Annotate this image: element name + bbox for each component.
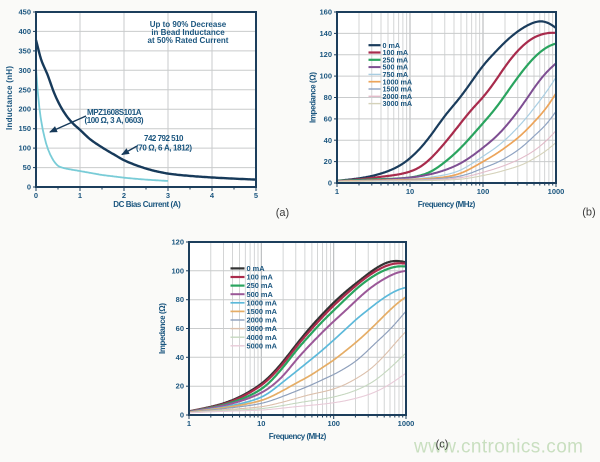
- svg-text:100 mA: 100 mA: [247, 273, 274, 282]
- svg-text:0: 0: [27, 183, 31, 192]
- svg-text:742 792 510: 742 792 510: [144, 134, 184, 143]
- svg-text:2000 mA: 2000 mA: [247, 316, 278, 325]
- svg-text:450: 450: [18, 8, 31, 17]
- svg-text:140: 140: [319, 29, 332, 38]
- svg-text:4000 mA: 4000 mA: [247, 333, 278, 342]
- svg-text:100: 100: [327, 419, 340, 428]
- svg-text:500 mA: 500 mA: [383, 63, 409, 72]
- svg-text:0: 0: [328, 179, 332, 188]
- svg-text:1000: 1000: [548, 187, 565, 196]
- svg-text:Up to 90% Decrease: Up to 90% Decrease: [150, 20, 227, 29]
- svg-text:2000 mA: 2000 mA: [383, 92, 413, 101]
- svg-text:60: 60: [176, 324, 184, 333]
- svg-text:1500 mA: 1500 mA: [247, 307, 278, 316]
- svg-text:1000 mA: 1000 mA: [383, 77, 413, 86]
- svg-text:1500 mA: 1500 mA: [383, 85, 413, 94]
- svg-text:50: 50: [23, 163, 31, 172]
- svg-text:40: 40: [176, 353, 184, 362]
- svg-text:0 mA: 0 mA: [383, 41, 401, 50]
- svg-text:1: 1: [78, 191, 82, 200]
- svg-text:500 mA: 500 mA: [247, 290, 274, 299]
- svg-text:Frequency (MHz): Frequency (MHz): [418, 200, 476, 209]
- svg-text:www.cntronics.com: www.cntronics.com: [413, 437, 583, 458]
- svg-text:Inductance (nH): Inductance (nH): [5, 66, 14, 130]
- svg-text:80: 80: [176, 295, 184, 304]
- svg-text:Impedance (Ω): Impedance (Ω): [309, 72, 318, 123]
- svg-text:80: 80: [324, 93, 332, 102]
- svg-text:(70 Ω, 6 A, 1812): (70 Ω, 6 A, 1812): [136, 144, 192, 153]
- svg-text:0: 0: [34, 191, 38, 200]
- svg-text:3000 mA: 3000 mA: [383, 99, 413, 108]
- svg-text:400: 400: [18, 27, 31, 36]
- svg-text:(100 Ω, 3 A, 0603): (100 Ω, 3 A, 0603): [85, 116, 144, 125]
- svg-text:(b): (b): [582, 207, 595, 219]
- svg-text:250 mA: 250 mA: [383, 55, 409, 64]
- svg-text:10: 10: [257, 419, 265, 428]
- svg-text:5000 mA: 5000 mA: [247, 341, 278, 350]
- svg-text:100: 100: [477, 187, 490, 196]
- svg-text:(a): (a): [276, 207, 289, 219]
- svg-text:100: 100: [319, 72, 332, 81]
- svg-text:40: 40: [324, 136, 332, 145]
- svg-text:250 mA: 250 mA: [247, 281, 274, 290]
- svg-text:250: 250: [18, 85, 31, 94]
- svg-text:20: 20: [324, 157, 332, 166]
- svg-text:300: 300: [18, 66, 31, 75]
- svg-text:at 50% Rated Current: at 50% Rated Current: [148, 36, 229, 45]
- svg-text:1000 mA: 1000 mA: [247, 298, 278, 307]
- svg-text:100: 100: [171, 266, 184, 275]
- svg-text:1: 1: [335, 187, 339, 196]
- svg-text:60: 60: [324, 114, 332, 123]
- svg-text:3000 mA: 3000 mA: [247, 324, 278, 333]
- svg-text:100: 100: [18, 144, 31, 153]
- svg-text:4: 4: [210, 191, 215, 200]
- svg-text:10: 10: [406, 187, 414, 196]
- svg-text:350: 350: [18, 46, 31, 55]
- svg-text:1000: 1000: [398, 419, 415, 428]
- svg-text:2: 2: [122, 191, 126, 200]
- svg-text:150: 150: [18, 124, 31, 133]
- svg-text:(c): (c): [436, 439, 449, 451]
- svg-text:20: 20: [176, 382, 184, 391]
- svg-text:200: 200: [18, 105, 31, 114]
- svg-text:MPZ1608S101A: MPZ1608S101A: [87, 108, 142, 117]
- svg-text:3: 3: [166, 191, 170, 200]
- svg-text:1: 1: [187, 419, 191, 428]
- svg-text:120: 120: [319, 50, 332, 59]
- svg-text:750 mA: 750 mA: [383, 70, 409, 79]
- svg-text:5: 5: [254, 191, 258, 200]
- svg-text:in Bead Inductance: in Bead Inductance: [151, 28, 225, 37]
- svg-text:100 mA: 100 mA: [383, 48, 409, 57]
- svg-text:160: 160: [319, 8, 332, 17]
- svg-text:DC Bias Current (A): DC Bias Current (A): [113, 200, 181, 209]
- svg-text:120: 120: [171, 238, 184, 247]
- svg-text:Frequency (MHz): Frequency (MHz): [269, 432, 327, 441]
- svg-text:0 mA: 0 mA: [247, 264, 266, 273]
- svg-text:Impedance (Ω): Impedance (Ω): [158, 303, 167, 354]
- svg-text:0: 0: [180, 411, 184, 420]
